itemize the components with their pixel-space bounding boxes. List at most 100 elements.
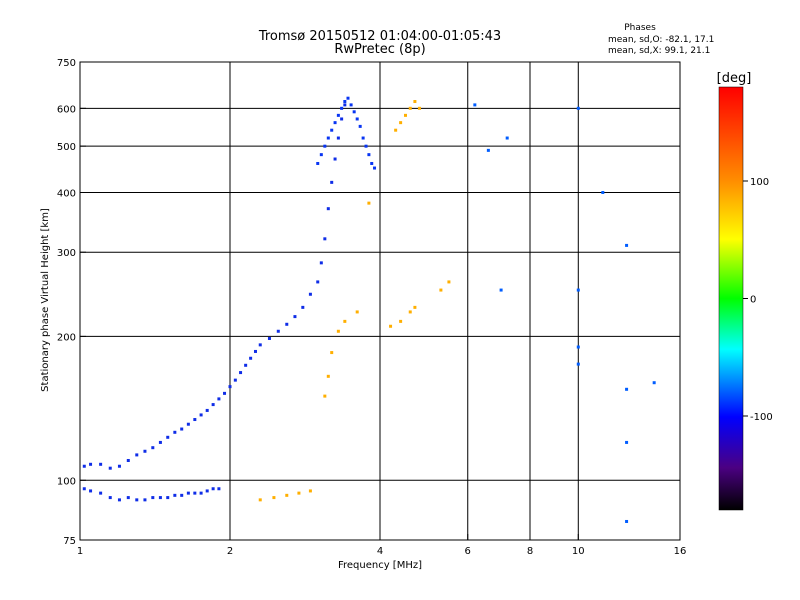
data-point xyxy=(99,491,103,495)
x-axis-ticks: 1 2 4 6 8 10 16 xyxy=(77,534,687,557)
data-point xyxy=(82,487,86,491)
data-point xyxy=(199,413,203,417)
data-point xyxy=(355,310,359,314)
data-point xyxy=(319,261,323,265)
data-point xyxy=(625,440,629,444)
data-point xyxy=(625,243,629,247)
data-point xyxy=(333,157,337,161)
data-point xyxy=(413,305,417,309)
data-point xyxy=(108,466,112,470)
data-point xyxy=(211,403,215,407)
data-point xyxy=(336,136,340,140)
data-point xyxy=(323,144,327,148)
data-point xyxy=(180,427,184,431)
data-point xyxy=(336,329,340,333)
data-point xyxy=(323,237,327,241)
data-point xyxy=(99,462,103,466)
data-point xyxy=(413,100,417,104)
data-point xyxy=(358,124,362,128)
colorbar-gradient xyxy=(718,86,744,511)
data-point xyxy=(601,190,605,194)
x-tick-label: 10 xyxy=(572,546,585,557)
data-point xyxy=(330,180,334,184)
data-point xyxy=(108,496,112,500)
data-point xyxy=(180,493,184,497)
colorbar-label: [deg] xyxy=(717,71,752,86)
colorbar: [deg] 100 0 -100 xyxy=(717,71,773,511)
data-point xyxy=(173,430,177,434)
data-point xyxy=(399,319,403,323)
data-point xyxy=(367,153,371,157)
data-point xyxy=(117,464,121,468)
data-point xyxy=(89,489,93,493)
y-tick-label: 750 xyxy=(57,58,76,69)
y-tick-label: 75 xyxy=(63,536,76,547)
data-point xyxy=(193,491,197,495)
y-tick-label: 400 xyxy=(57,188,76,199)
data-point xyxy=(82,464,86,468)
data-point xyxy=(576,362,580,366)
colorbar-tick-label: 100 xyxy=(750,177,769,188)
data-point xyxy=(166,496,170,500)
data-point xyxy=(126,496,130,500)
data-point xyxy=(340,106,344,110)
data-point xyxy=(343,103,347,107)
chart-title: Tromsø 20150512 01:04:00-01:05:43 xyxy=(258,29,501,44)
data-point xyxy=(276,329,280,333)
data-point xyxy=(499,288,503,292)
data-point xyxy=(205,489,209,493)
data-point xyxy=(316,161,320,165)
data-point xyxy=(205,408,209,412)
data-point xyxy=(652,381,656,385)
data-point xyxy=(625,519,629,523)
data-point xyxy=(319,153,323,157)
data-point xyxy=(151,496,155,500)
data-point xyxy=(217,397,221,401)
data-point xyxy=(135,453,139,457)
data-point xyxy=(297,491,301,495)
y-tick-label: 600 xyxy=(57,104,76,115)
data-point xyxy=(576,345,580,349)
data-point xyxy=(486,148,490,152)
x-tick-label: 8 xyxy=(527,546,533,557)
data-point xyxy=(301,305,305,309)
x-tick-label: 1 xyxy=(77,546,83,557)
data-point xyxy=(258,343,262,347)
data-point xyxy=(217,487,221,491)
x-tick-label: 16 xyxy=(674,546,687,557)
data-point xyxy=(308,489,312,493)
plot-area: 1 2 4 6 8 10 16 75 100 200 300 400 500 600 750 xyxy=(57,58,686,557)
data-point xyxy=(389,324,393,328)
x-tick-label: 4 xyxy=(377,546,383,557)
data-point xyxy=(126,458,130,462)
data-point xyxy=(326,374,330,378)
data-point xyxy=(166,435,170,439)
data-point xyxy=(186,491,190,495)
data-point xyxy=(447,280,451,284)
data-point xyxy=(326,136,330,140)
data-point xyxy=(330,128,334,132)
data-point xyxy=(158,496,162,500)
data-point xyxy=(143,449,147,453)
phase-info-x: mean, sd,X: 99.1, 21.1 xyxy=(608,46,710,56)
data-point xyxy=(143,498,147,502)
data-point xyxy=(258,498,262,502)
data-point xyxy=(352,110,356,114)
chart-subtitle: RwPretec (8p) xyxy=(334,42,425,57)
data-point xyxy=(253,349,257,353)
data-point xyxy=(117,498,121,502)
data-point xyxy=(186,422,190,426)
data-point xyxy=(399,121,403,125)
data-point xyxy=(285,493,289,497)
y-tick-label: 300 xyxy=(57,248,76,259)
data-points xyxy=(82,96,656,523)
data-point xyxy=(316,280,320,284)
data-point xyxy=(343,319,347,323)
colorbar-ticks: 100 0 -100 xyxy=(743,177,773,423)
data-point xyxy=(323,394,327,398)
colorbar-tick-label: -100 xyxy=(750,412,773,423)
data-point xyxy=(158,440,162,444)
data-point xyxy=(199,491,203,495)
data-point xyxy=(193,418,197,422)
data-point xyxy=(343,100,347,104)
